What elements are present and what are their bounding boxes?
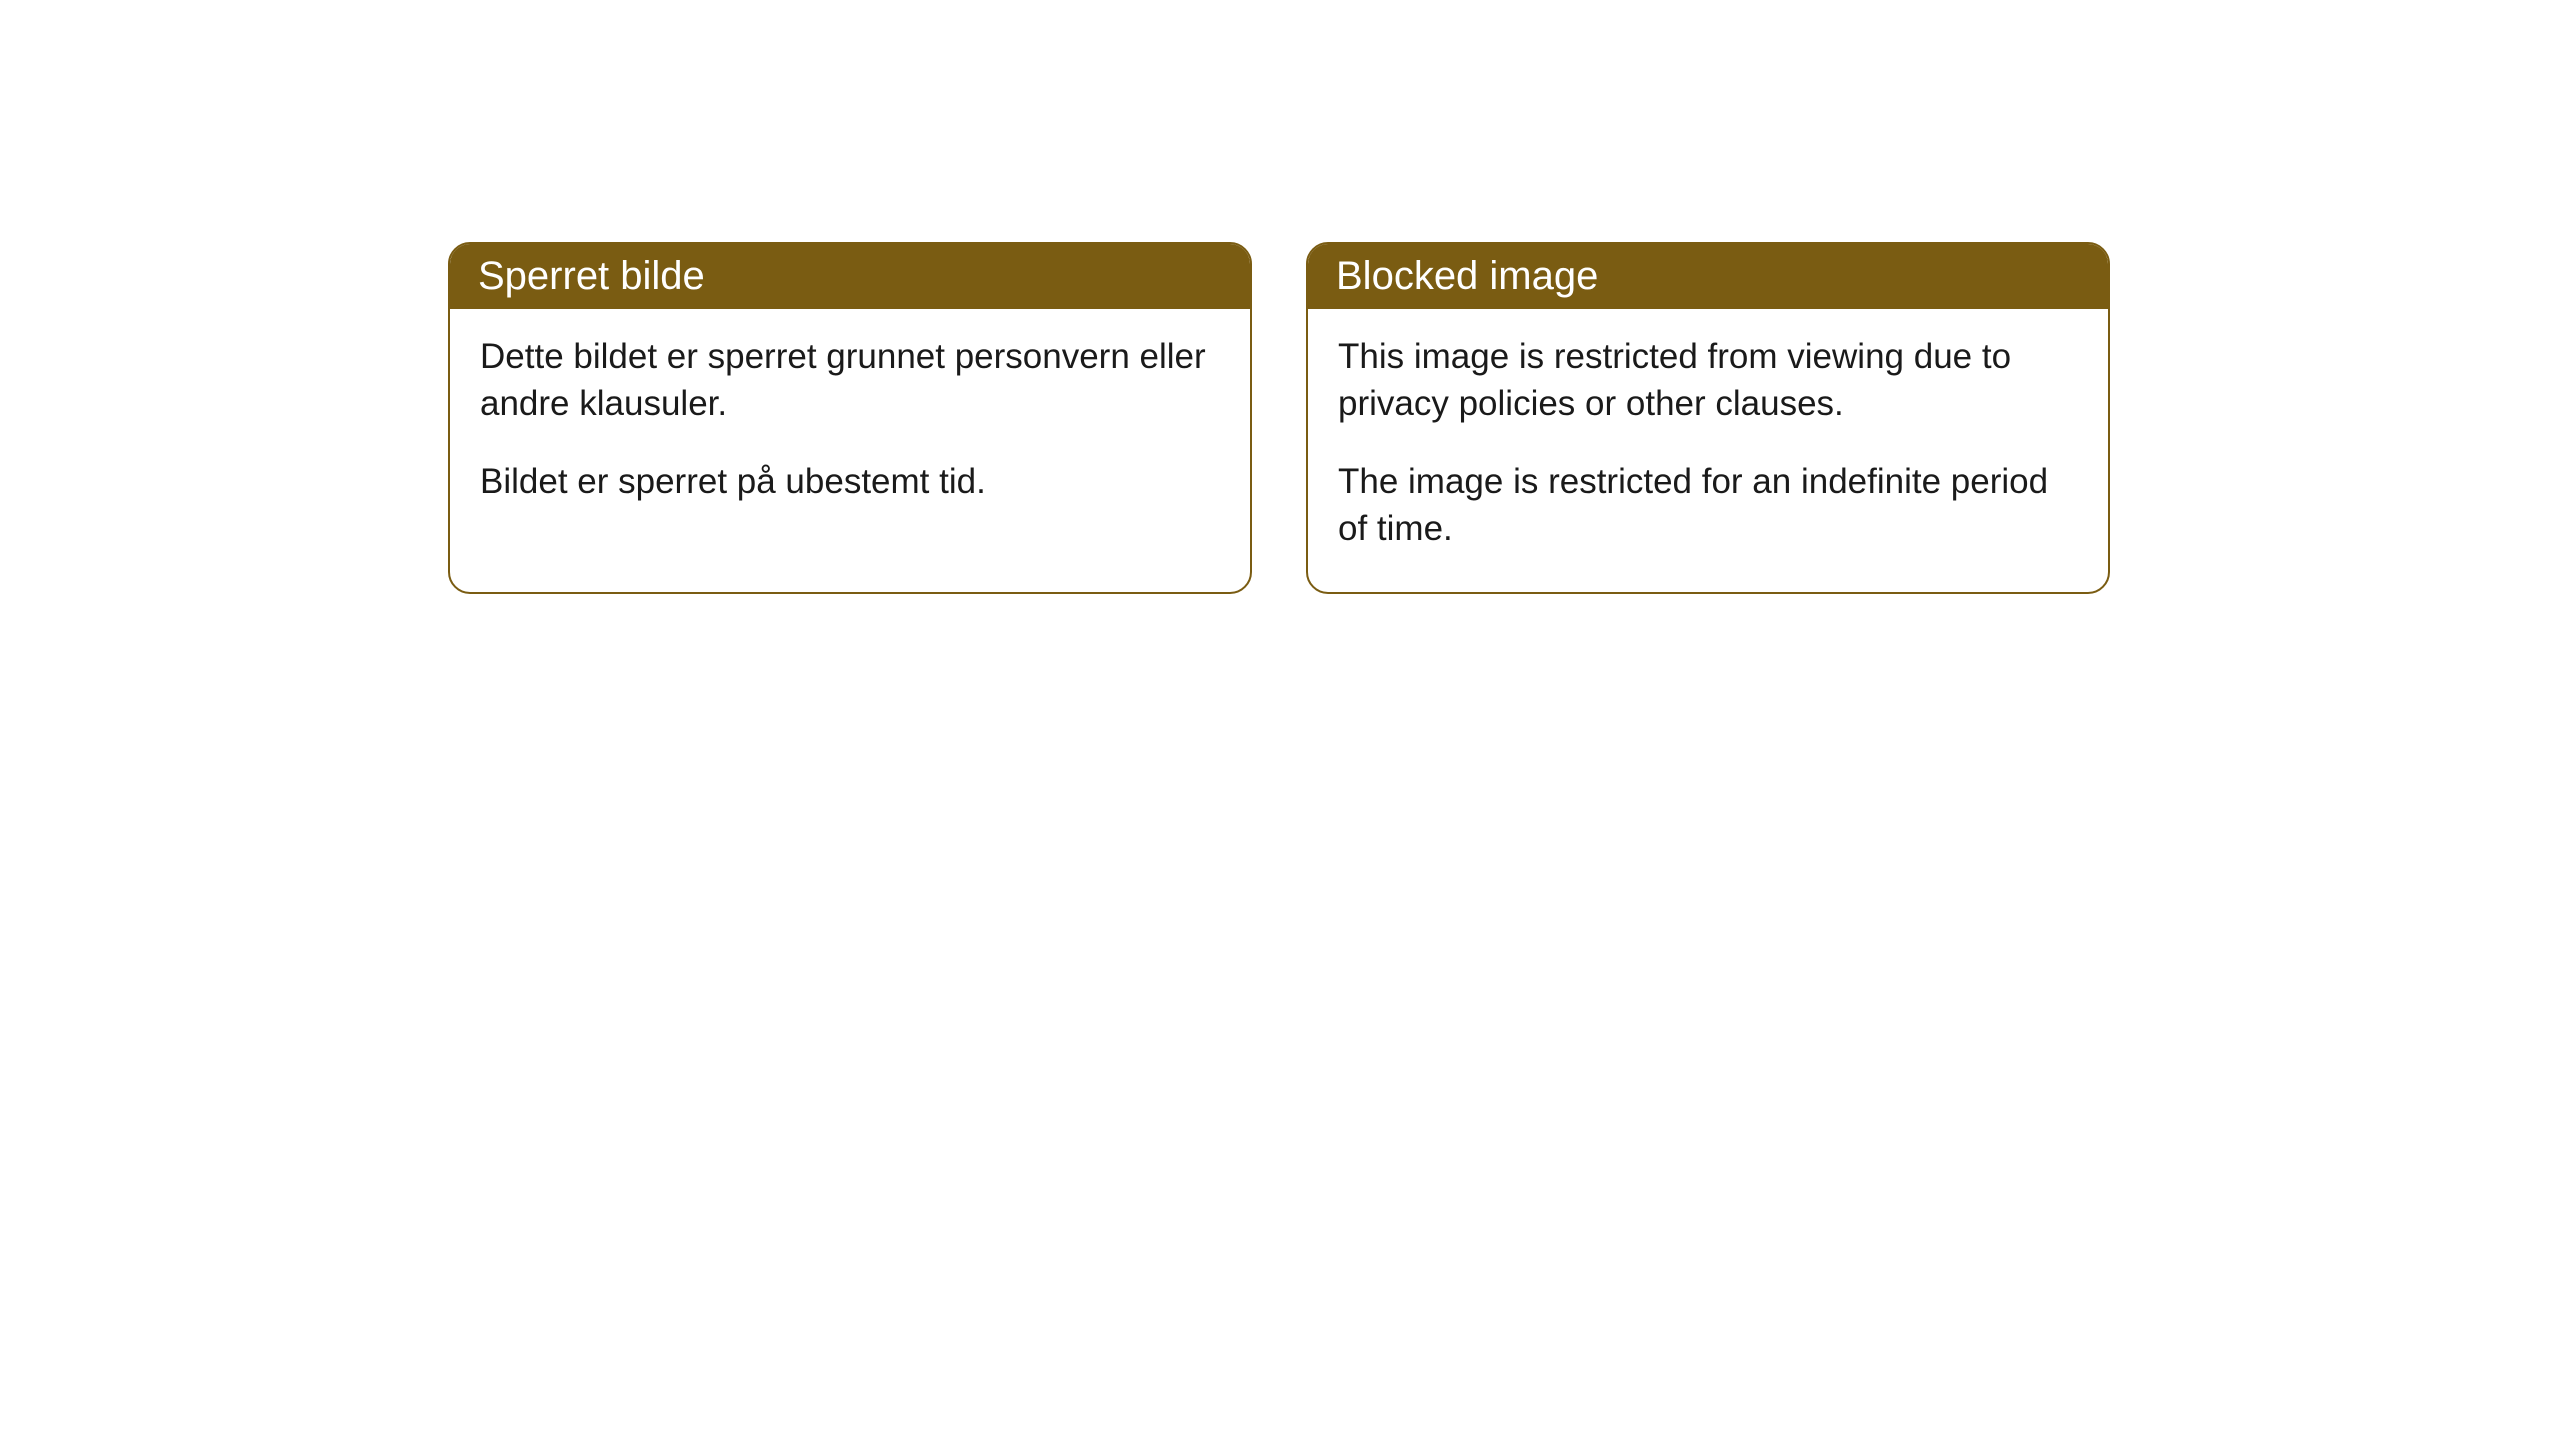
notice-box-english: Blocked image This image is restricted f… (1306, 242, 2110, 594)
notice-container: Sperret bilde Dette bildet er sperret gr… (448, 242, 2110, 594)
notice-body-english: This image is restricted from viewing du… (1308, 309, 2108, 592)
notice-header-english: Blocked image (1308, 244, 2108, 309)
notice-paragraph: Bildet er sperret på ubestemt tid. (480, 458, 1220, 505)
notice-paragraph: Dette bildet er sperret grunnet personve… (480, 333, 1220, 428)
notice-box-norwegian: Sperret bilde Dette bildet er sperret gr… (448, 242, 1252, 594)
notice-title: Blocked image (1336, 254, 1598, 298)
notice-paragraph: This image is restricted from viewing du… (1338, 333, 2078, 428)
notice-header-norwegian: Sperret bilde (450, 244, 1250, 309)
notice-title: Sperret bilde (478, 254, 705, 298)
notice-body-norwegian: Dette bildet er sperret grunnet personve… (450, 309, 1250, 545)
notice-paragraph: The image is restricted for an indefinit… (1338, 458, 2078, 553)
